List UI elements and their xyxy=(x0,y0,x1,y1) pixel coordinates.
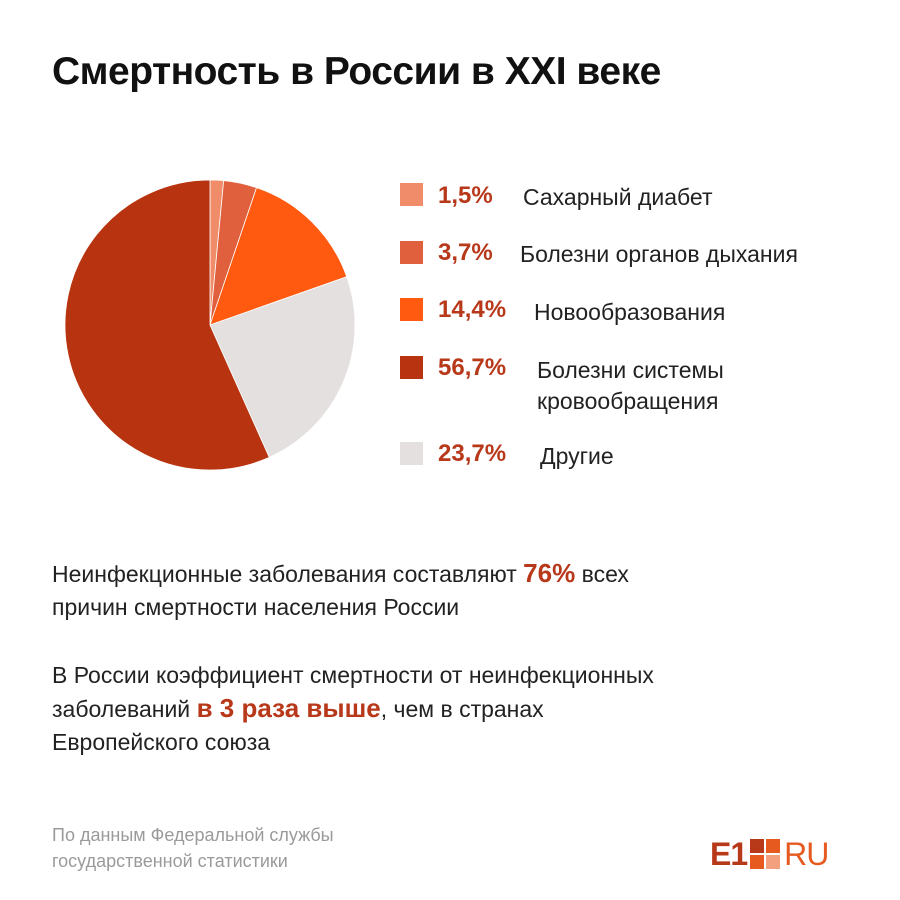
fact-text: Европейского союза xyxy=(52,729,271,755)
fact-text: Неинфекционные заболевания составляют xyxy=(52,561,524,587)
legend-percent: 56,7% xyxy=(438,354,507,381)
legend-swatch xyxy=(400,298,423,321)
legend-label: Новообразования xyxy=(534,299,726,325)
pie-slice-circulatory xyxy=(64,179,270,471)
pie-chart xyxy=(64,179,356,471)
e1-logo: E1 RU xyxy=(710,835,829,872)
logo-ru: RU xyxy=(784,835,829,872)
source-note: По данным Федеральной службы государстве… xyxy=(52,822,334,874)
fact-text: В России коэффициент смертности от неинф… xyxy=(52,662,654,688)
pie-slice-other xyxy=(209,276,356,458)
legend-label-line2: кровообращения xyxy=(537,388,719,414)
fact-eu-comparison: В России коэффициент смертности от неинф… xyxy=(52,659,654,759)
logo-squares-icon xyxy=(750,839,782,869)
legend-swatch xyxy=(400,241,423,264)
fact-noninfectious-share: Неинфекционные заболевания составляют 76… xyxy=(52,557,629,624)
fact-highlight-76: 76% xyxy=(523,558,576,588)
legend-label: Другие xyxy=(540,443,614,469)
legend-percent: 3,7% xyxy=(438,239,493,266)
legend-swatch xyxy=(400,442,423,465)
fact-text: заболеваний xyxy=(52,696,197,722)
legend-label: Сахарный диабет xyxy=(523,184,713,210)
chart-title: Смертность в России в XXI веке xyxy=(52,50,661,93)
source-line: По данным Федеральной службы xyxy=(52,825,334,845)
fact-text: причин смертности населения России xyxy=(52,594,460,620)
legend-label: Болезни органов дыхания xyxy=(520,241,798,267)
logo-e1: E1 xyxy=(710,835,748,872)
fact-text: всех xyxy=(575,561,629,587)
legend-percent: 23,7% xyxy=(438,440,507,467)
legend-swatch xyxy=(400,356,423,379)
pie-slice-neoplasms xyxy=(209,187,348,326)
fact-text: , чем в странах xyxy=(380,696,544,722)
legend: 1,5% Сахарный диабет 3,7% Болезни органо… xyxy=(400,0,890,500)
legend-percent: 14,4% xyxy=(438,296,507,323)
fact-highlight-3x: в 3 раза выше xyxy=(196,693,381,723)
legend-label-line1: Болезни системы xyxy=(537,357,724,383)
source-line: государственной статистики xyxy=(52,851,288,871)
legend-percent: 1,5% xyxy=(438,182,493,209)
legend-swatch xyxy=(400,183,423,206)
